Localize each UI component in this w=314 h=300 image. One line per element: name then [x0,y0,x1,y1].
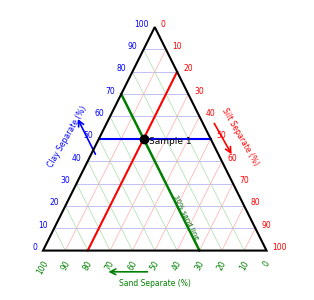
Text: 100: 100 [134,20,149,28]
Text: 100: 100 [35,259,51,276]
Text: 50: 50 [217,131,226,140]
Text: 20: 20 [215,259,228,272]
Text: 0: 0 [261,259,272,268]
Text: 70: 70 [239,176,249,185]
Text: 30% sand line: 30% sand line [172,194,200,241]
Text: 40: 40 [171,259,183,272]
Text: Sample 1: Sample 1 [149,136,192,146]
Text: Sand Separate (%): Sand Separate (%) [119,278,191,287]
Text: 50: 50 [83,131,93,140]
Text: 80: 80 [81,259,94,272]
Text: 80: 80 [250,198,260,207]
Text: Clay Separate (%): Clay Separate (%) [46,104,89,169]
Text: 40: 40 [205,109,215,118]
Text: 70: 70 [104,259,116,272]
Text: 30: 30 [61,176,71,185]
Text: 30: 30 [193,259,206,272]
Text: 70: 70 [106,87,115,96]
Text: 20: 20 [183,64,193,73]
Text: 60: 60 [126,259,139,272]
Text: 60: 60 [228,154,238,163]
Text: 10: 10 [172,42,181,51]
Text: 50: 50 [149,259,161,272]
Text: 80: 80 [117,64,127,73]
Text: 30: 30 [194,87,204,96]
Text: 10: 10 [39,221,48,230]
Text: 0: 0 [32,243,37,252]
Text: 0: 0 [161,20,166,28]
Text: 90: 90 [59,259,72,272]
Text: 20: 20 [50,198,59,207]
Text: 90: 90 [261,221,271,230]
Text: 90: 90 [128,42,138,51]
Text: 60: 60 [94,109,104,118]
Text: 10: 10 [238,259,251,272]
Text: 40: 40 [72,154,82,163]
Text: 100: 100 [273,243,287,252]
Text: Silt Separate (%): Silt Separate (%) [219,106,260,167]
